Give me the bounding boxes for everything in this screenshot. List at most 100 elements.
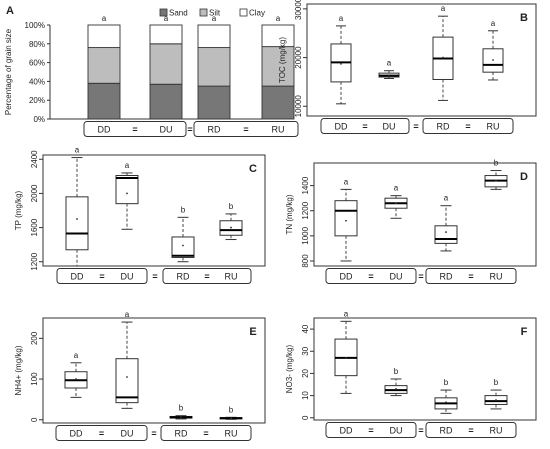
equal-sign: = bbox=[465, 122, 470, 132]
significance-letter: a bbox=[125, 161, 130, 170]
significance-letter: b bbox=[444, 378, 449, 387]
equal-sign: = bbox=[187, 125, 192, 135]
significance-letter: a bbox=[344, 309, 349, 318]
bar-segment-silt bbox=[149, 43, 183, 85]
significance-letter: a bbox=[394, 184, 399, 193]
group-box-left-b bbox=[320, 118, 410, 134]
group-label: RD bbox=[440, 272, 453, 282]
significance-letter: a bbox=[491, 19, 496, 28]
bar-segment-sand bbox=[261, 85, 295, 120]
group-label: DU bbox=[390, 426, 403, 436]
group-box-right-e bbox=[160, 425, 252, 441]
y-tick-label: 20 bbox=[301, 368, 310, 377]
box-rd bbox=[434, 225, 458, 244]
legend-label: Sand bbox=[169, 9, 188, 18]
group-label: RD bbox=[208, 125, 221, 135]
significance-letter: a bbox=[444, 194, 449, 203]
equal-sign: = bbox=[152, 272, 157, 282]
significance-letter: b bbox=[179, 404, 184, 413]
mean-point bbox=[345, 357, 347, 359]
equal-sign: = bbox=[418, 426, 423, 436]
y-tick-label: 200 bbox=[30, 331, 39, 345]
significance-letter: b bbox=[394, 367, 399, 376]
equal-sign: = bbox=[368, 272, 373, 282]
mean-point bbox=[445, 231, 447, 233]
significance-letter: a bbox=[441, 4, 446, 13]
y-tick-label: 1200 bbox=[301, 201, 310, 219]
y-tick-label: 1400 bbox=[301, 176, 310, 194]
group-label: DD bbox=[335, 122, 348, 132]
significance-letter: a bbox=[339, 14, 344, 23]
significance-letter: a bbox=[164, 14, 169, 23]
mean-point bbox=[345, 219, 347, 222]
group-label: DD bbox=[71, 272, 84, 282]
plot-frame-e bbox=[42, 317, 266, 424]
legend-swatch-clay bbox=[239, 8, 248, 17]
group-label: DD bbox=[98, 125, 111, 135]
group-label: RU bbox=[490, 272, 503, 282]
plot-frame-b bbox=[306, 3, 537, 117]
group-box-right-f bbox=[425, 422, 517, 438]
group-label: DU bbox=[121, 429, 134, 439]
group-box-left-d bbox=[325, 268, 417, 284]
significance-letter: a bbox=[344, 177, 349, 186]
mean-point bbox=[76, 218, 78, 220]
panel-letter: A bbox=[6, 5, 14, 17]
y-tick-label: 0% bbox=[33, 115, 45, 124]
bar-segment-silt bbox=[197, 47, 231, 87]
bar-segment-clay bbox=[87, 24, 121, 49]
equal-sign: = bbox=[151, 429, 156, 439]
box-rd bbox=[171, 236, 195, 258]
box-dd bbox=[65, 196, 89, 251]
significance-letter: a bbox=[75, 146, 80, 155]
equal-sign: = bbox=[418, 272, 423, 282]
panel-letter: E bbox=[249, 326, 256, 338]
y-axis-label: TP (mg/kg) bbox=[14, 190, 23, 230]
group-label: RD bbox=[440, 426, 453, 436]
y-tick-label: 30 bbox=[301, 346, 310, 355]
equal-sign: = bbox=[99, 272, 104, 282]
group-box-left-a bbox=[83, 121, 187, 137]
y-tick-label: 20% bbox=[29, 96, 45, 105]
y-tick-label: 0 bbox=[30, 417, 39, 422]
group-box-right-a bbox=[193, 121, 299, 137]
y-axis-label: Percentage of grain size bbox=[4, 28, 13, 115]
y-tick-label: 1000 bbox=[301, 226, 310, 244]
y-tick-label: 1200 bbox=[30, 252, 39, 270]
group-box-left-f bbox=[325, 422, 417, 438]
group-label: RD bbox=[177, 272, 190, 282]
y-tick-label: 2400 bbox=[30, 150, 39, 168]
y-tick-label: 40 bbox=[301, 324, 310, 333]
significance-letter: b bbox=[181, 205, 186, 214]
group-label: DU bbox=[383, 122, 396, 132]
mean-point bbox=[182, 244, 184, 247]
y-tick-label: 10000 bbox=[294, 95, 303, 118]
bar-segment-sand bbox=[149, 83, 183, 120]
significance-letter: b bbox=[229, 405, 234, 414]
legend-swatch-sand bbox=[159, 8, 168, 17]
group-label: DU bbox=[160, 125, 173, 135]
equal-sign: = bbox=[204, 272, 209, 282]
mean-point bbox=[495, 399, 497, 401]
group-box-right-c bbox=[162, 268, 252, 284]
y-tick-label: 10 bbox=[301, 391, 310, 400]
mean-point bbox=[495, 179, 497, 182]
y-tick-label: 40% bbox=[29, 77, 45, 86]
mean-point bbox=[340, 62, 342, 65]
significance-letter: b bbox=[494, 378, 499, 387]
bar-segment-clay bbox=[261, 24, 295, 48]
y-axis-label: NO3- (mg/kg) bbox=[285, 344, 294, 393]
mean-point bbox=[388, 74, 390, 76]
mean-point bbox=[126, 376, 128, 378]
y-tick-label: 80% bbox=[29, 40, 45, 49]
y-tick-label: 30000 bbox=[294, 0, 303, 20]
equal-sign: = bbox=[203, 429, 208, 439]
group-box-right-d bbox=[425, 268, 517, 284]
mean-point bbox=[445, 401, 447, 404]
mean-point bbox=[230, 417, 232, 420]
significance-letter: a bbox=[74, 351, 79, 360]
bar-segment-sand bbox=[197, 85, 231, 120]
bar-segment-clay bbox=[197, 24, 231, 49]
group-label: RU bbox=[225, 429, 238, 439]
